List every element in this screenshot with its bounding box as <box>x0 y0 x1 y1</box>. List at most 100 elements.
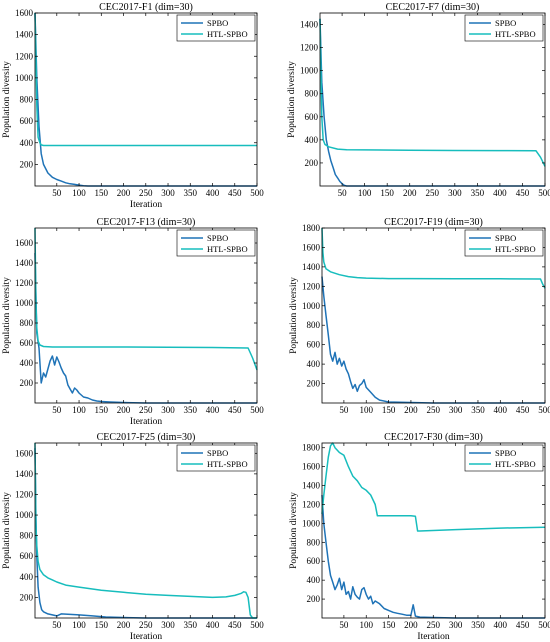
x-tick-label: 300 <box>449 620 463 630</box>
y-tick-label: 800 <box>20 95 34 105</box>
y-tick-label: 200 <box>20 159 34 169</box>
x-tick-label: 500 <box>250 405 264 415</box>
legend-label: SPBO <box>207 448 228 458</box>
series-line-htl-spbo <box>34 442 257 619</box>
x-tick-label: 150 <box>380 188 394 198</box>
x-tick-label: 200 <box>404 620 418 630</box>
chart-panel: 50 100 150 200 250 300 350 400 450 500 200 400 600 80… <box>2 2 264 210</box>
y-tick-label: 1200 <box>302 499 321 509</box>
series-line-spbo <box>34 12 257 187</box>
x-tick-label: 500 <box>250 620 264 630</box>
legend-label: HTL-SPBO <box>495 459 536 469</box>
x-tick-label: 300 <box>161 188 175 198</box>
x-tick-label: 200 <box>404 405 418 415</box>
x-tick-label: 100 <box>72 188 86 198</box>
x-tick-label: 250 <box>427 620 441 630</box>
legend-box <box>464 14 544 42</box>
y-axis-label: Population diversity <box>287 61 297 138</box>
x-tick-label: 300 <box>449 405 463 415</box>
x-tick-label: 150 <box>95 188 109 198</box>
x-tick-label: 350 <box>184 405 198 415</box>
chart-panel: 50 100 150 200 250 300 350 400 450 500 200 400 600 80… <box>287 2 550 198</box>
chart-title: CEC2017-F13 (dim=30) <box>97 217 196 228</box>
legend-label: SPBO <box>207 18 228 28</box>
x-tick-label: 100 <box>72 620 86 630</box>
x-tick-label: 450 <box>516 188 530 198</box>
y-tick-label: 400 <box>305 135 319 145</box>
x-axis-label: Iteration <box>130 417 162 427</box>
x-tick-label: 100 <box>359 620 373 630</box>
chart-title: CEC2017-F25 (dim=30) <box>97 432 196 443</box>
y-tick-label: 1200 <box>15 489 34 499</box>
y-tick-label: 1000 <box>15 298 34 308</box>
x-axis-label: Iteration <box>417 632 449 642</box>
x-tick-label: 450 <box>228 188 242 198</box>
legend-label: SPBO <box>207 233 228 243</box>
y-tick-label: 800 <box>20 531 34 541</box>
x-tick-label: 500 <box>250 188 264 198</box>
y-tick-label: 200 <box>307 379 321 389</box>
x-tick-label: 400 <box>206 620 220 630</box>
x-tick-label: 100 <box>358 188 372 198</box>
x-tick-label: 50 <box>52 188 62 198</box>
x-tick-label: 450 <box>228 405 242 415</box>
x-tick-label: 450 <box>516 620 530 630</box>
y-axis-label: Population diversity <box>2 277 12 354</box>
x-axis-label: Iteration <box>130 632 162 642</box>
legend-label: SPBO <box>495 18 516 28</box>
y-tick-label: 800 <box>307 537 321 547</box>
x-tick-label: 250 <box>139 188 153 198</box>
chart-panel: 50 100 150 200 250 300 350 400 450 500 200 400 600 80… <box>2 432 264 642</box>
x-tick-label: 250 <box>139 620 153 630</box>
x-tick-label: 50 <box>52 620 62 630</box>
y-tick-label: 1400 <box>15 30 34 40</box>
chart-panel: 50 100 150 200 250 300 350 400 450 500 200 400 600 80… <box>2 217 264 427</box>
x-tick-label: 400 <box>494 620 508 630</box>
x-tick-label: 350 <box>184 620 198 630</box>
y-tick-label: 1600 <box>15 8 34 18</box>
y-tick-label: 600 <box>307 556 321 566</box>
x-tick-label: 350 <box>471 620 485 630</box>
y-tick-label: 600 <box>20 551 34 561</box>
chart-title: CEC2017-F7 (dim=30) <box>386 2 480 13</box>
x-tick-label: 200 <box>403 188 417 198</box>
y-tick-label: 1400 <box>15 469 34 479</box>
x-tick-label: 350 <box>184 188 198 198</box>
y-tick-label: 600 <box>20 338 34 348</box>
y-tick-label: 1000 <box>15 73 34 83</box>
y-axis-label: Population diversity <box>2 492 12 569</box>
y-tick-label: 400 <box>307 575 321 585</box>
x-tick-label: 400 <box>494 405 508 415</box>
x-tick-label: 300 <box>161 405 175 415</box>
legend-label: HTL-SPBO <box>207 29 248 39</box>
series-line-htl-spbo <box>34 227 258 371</box>
y-tick-label: 200 <box>307 594 321 604</box>
x-tick-label: 500 <box>538 188 550 198</box>
y-tick-label: 1800 <box>302 443 321 453</box>
x-tick-label: 50 <box>339 620 349 630</box>
series-line-spbo <box>34 252 257 404</box>
y-tick-label: 1600 <box>302 242 321 252</box>
x-tick-label: 350 <box>471 405 485 415</box>
legend-label: HTL-SPBO <box>207 459 248 469</box>
x-tick-label: 50 <box>338 188 348 198</box>
x-tick-label: 100 <box>359 405 373 415</box>
y-tick-label: 1200 <box>302 281 321 291</box>
legend-box <box>464 444 544 472</box>
legend-label: HTL-SPBO <box>207 244 248 254</box>
chart-title: CEC2017-F19 (dim=30) <box>384 217 483 228</box>
x-tick-label: 250 <box>427 405 441 415</box>
chart-panel: 50 100 150 200 250 300 350 400 450 500 200 400 600 80… <box>289 217 550 415</box>
y-tick-label: 1000 <box>302 301 321 311</box>
series-line-htl-spbo <box>321 442 546 532</box>
x-tick-label: 150 <box>382 620 396 630</box>
y-tick-label: 1000 <box>302 518 321 528</box>
y-tick-label: 600 <box>305 112 319 122</box>
x-tick-label: 100 <box>72 405 86 415</box>
chart-title: CEC2017-F30 (dim=30) <box>384 432 483 443</box>
x-tick-label: 500 <box>538 405 550 415</box>
legend-label: SPBO <box>495 448 516 458</box>
series-line-spbo <box>321 494 545 619</box>
y-tick-label: 1600 <box>15 448 34 458</box>
